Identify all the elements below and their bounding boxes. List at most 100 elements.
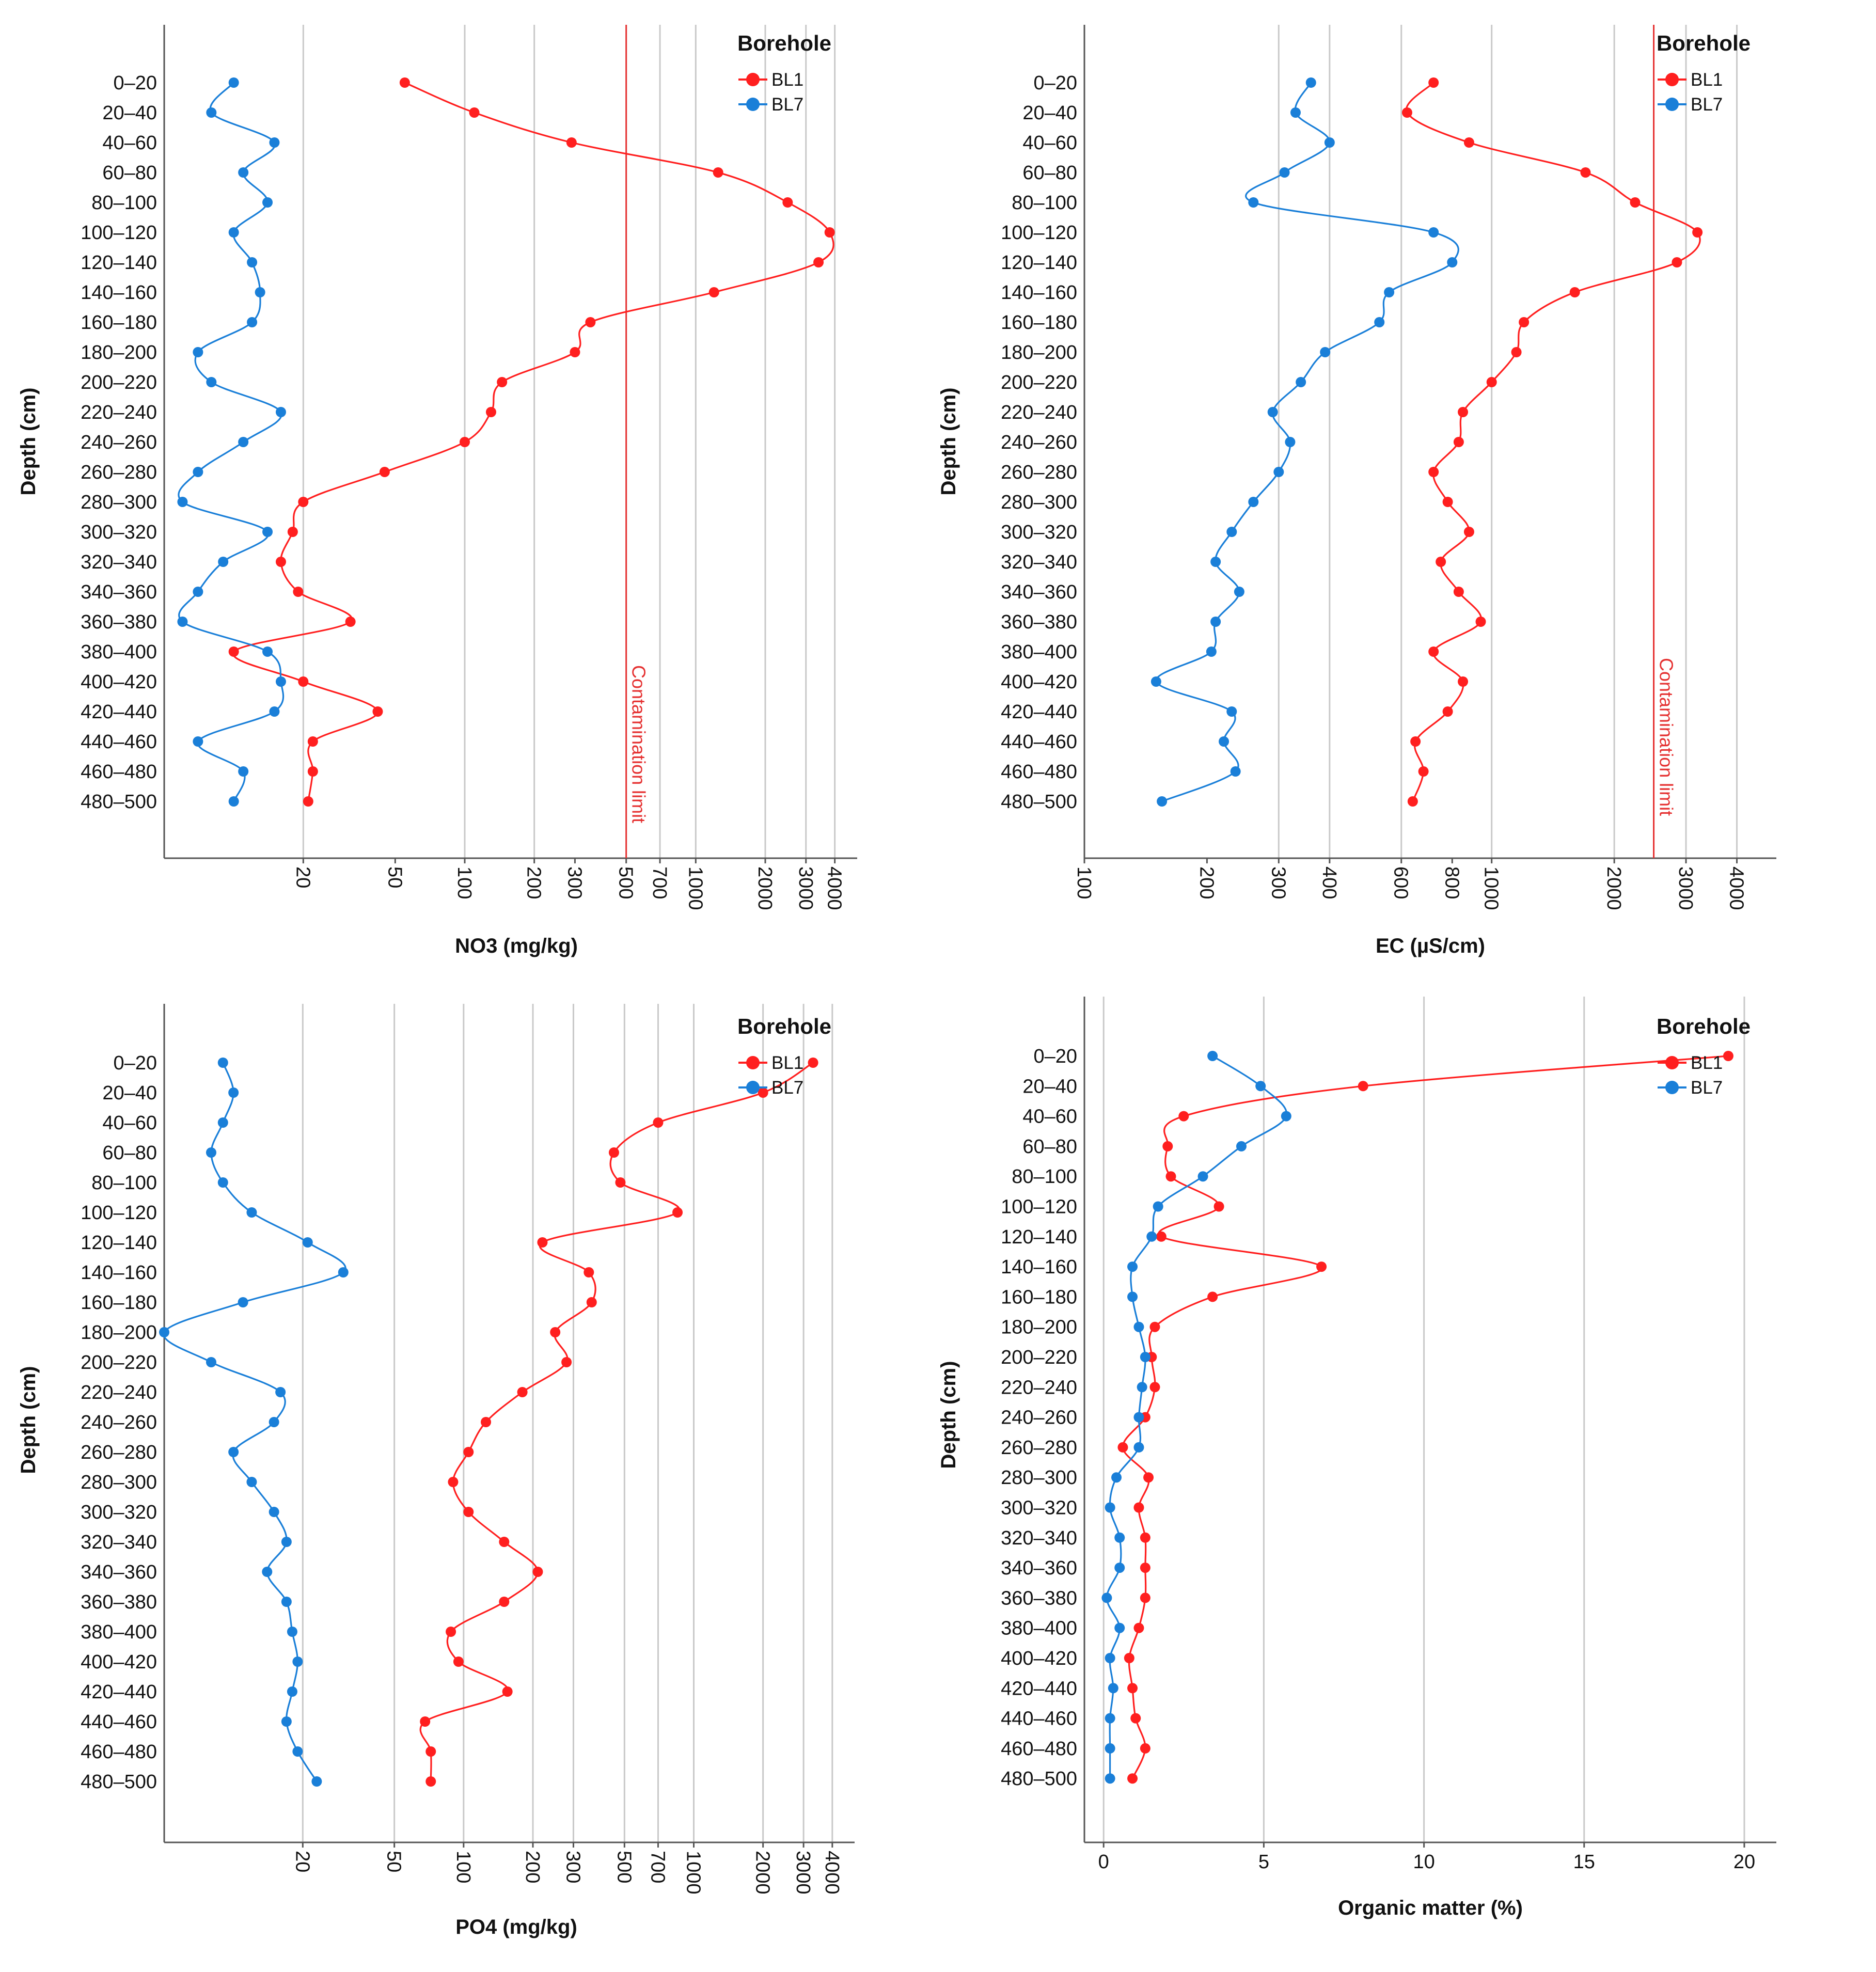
data-point-bl1 [713,167,723,178]
data-point-bl7 [281,1716,292,1727]
y-tick-label: 480–500 [1001,791,1077,813]
data-point-bl7 [177,497,188,507]
data-point-bl7 [1290,107,1301,118]
y-tick-label: 220–240 [81,402,157,423]
data-point-bl7 [1157,796,1168,807]
data-point-bl7 [1428,227,1439,238]
y-tick-label: 140–160 [81,282,157,304]
data-point-bl7 [238,167,249,178]
data-point-bl1 [758,1087,768,1098]
legend-swatch-point [746,1081,760,1094]
y-tick-label: 100–120 [1001,1196,1077,1218]
y-tick-label: 160–180 [1001,312,1077,334]
y-tick-label: 40–60 [1022,132,1077,154]
data-point-bl1 [469,107,480,118]
data-point-bl7 [1305,77,1316,88]
data-point-bl7 [206,1357,216,1367]
data-point-bl7 [1273,467,1284,477]
data-point-bl7 [1285,437,1296,447]
y-tick-label: 0–20 [113,72,157,94]
data-point-bl7 [159,1327,169,1337]
data-point-bl1 [1410,736,1421,747]
y-tick-label: 220–240 [1001,1377,1077,1398]
y-tick-label: 420–440 [1001,701,1077,723]
data-point-bl1 [570,347,580,357]
series-line-bl7 [1155,82,1459,802]
y-tick-label: 280–300 [81,492,157,513]
x-tick-label: 20 [291,1851,313,1872]
x-tick-label: 4000 [821,1851,843,1895]
data-point-bl7 [1197,1171,1208,1182]
data-point-bl1 [1511,347,1522,357]
data-point-bl1 [586,1297,597,1307]
y-tick-label: 300–320 [1001,1497,1077,1519]
data-point-bl7 [1255,1081,1266,1092]
x-tick-label: 500 [613,1851,635,1883]
data-point-bl7 [228,1447,239,1457]
data-point-bl7 [246,1207,257,1218]
y-tick-label: 460–480 [81,761,157,783]
data-point-bl1 [399,77,410,88]
data-point-bl1 [1143,1472,1154,1483]
data-point-bl7 [1374,317,1385,327]
data-point-bl7 [1230,766,1241,777]
contamination-limit-label: Contamination limit [628,665,650,823]
y-tick-label: 20–40 [102,102,157,124]
y-tick-label: 320–340 [1001,551,1077,573]
y-tick-label: 300–320 [1001,522,1077,543]
data-point-bl1 [1475,617,1486,627]
y-tick-label: 180–200 [81,342,157,364]
data-point-bl7 [1114,1563,1125,1573]
legend-label: BL1 [1691,1053,1723,1073]
data-point-bl7 [193,736,203,747]
data-point-bl7 [1105,1713,1115,1724]
x-tick-label: 500 [615,866,637,899]
data-point-bl7 [1234,587,1244,597]
data-point-bl7 [228,77,239,88]
data-point-bl1 [1569,287,1580,297]
y-tick-label: 320–340 [81,551,157,573]
data-point-bl1 [1133,1622,1144,1633]
legend-label: BL7 [1691,94,1723,115]
x-tick-label: 20 [292,866,313,888]
data-point-bl7 [1127,1291,1138,1302]
data-point-bl1 [425,1746,436,1757]
y-tick-label: 160–180 [1001,1286,1077,1308]
y-tick-label: 0–20 [1033,72,1077,94]
legend-label: BL7 [771,94,803,115]
data-point-bl7 [262,527,273,537]
data-point-bl1 [1418,766,1429,777]
legend-title: Borehole [737,31,831,55]
y-tick-label: 160–180 [81,1292,157,1314]
y-tick-label: 360–380 [1001,611,1077,633]
data-point-bl1 [298,676,309,687]
data-point-bl1 [1130,1713,1141,1724]
legend-swatch-point [746,73,760,86]
data-point-bl7 [292,1746,303,1757]
data-point-bl1 [275,557,286,567]
x-tick-label: 2000 [752,1851,774,1895]
data-point-bl7 [287,1627,297,1637]
data-point-bl1 [1207,1291,1218,1302]
data-point-bl7 [1127,1261,1138,1272]
data-point-bl7 [269,706,280,717]
data-point-bl1 [1458,407,1469,417]
data-point-bl1 [1723,1051,1733,1061]
y-tick-label: 340–360 [1001,1557,1077,1579]
data-point-bl1 [1519,317,1530,327]
data-point-bl1 [1428,646,1439,657]
data-point-bl7 [228,227,239,238]
y-tick-label: 80–100 [91,1172,157,1194]
data-point-bl7 [281,1597,292,1607]
y-tick-label: 180–200 [1001,1317,1077,1338]
x-tick-label: 300 [563,866,585,899]
x-tick-label: 100 [452,1851,474,1883]
y-tick-label: 400–420 [81,1651,157,1673]
y-tick-label: 380–400 [81,641,157,663]
y-tick-label: 60–80 [102,162,157,184]
data-point-bl7 [1236,1141,1247,1151]
y-tick-label: 200–220 [1001,372,1077,393]
data-point-bl7 [247,317,258,327]
data-point-bl7 [193,587,203,597]
